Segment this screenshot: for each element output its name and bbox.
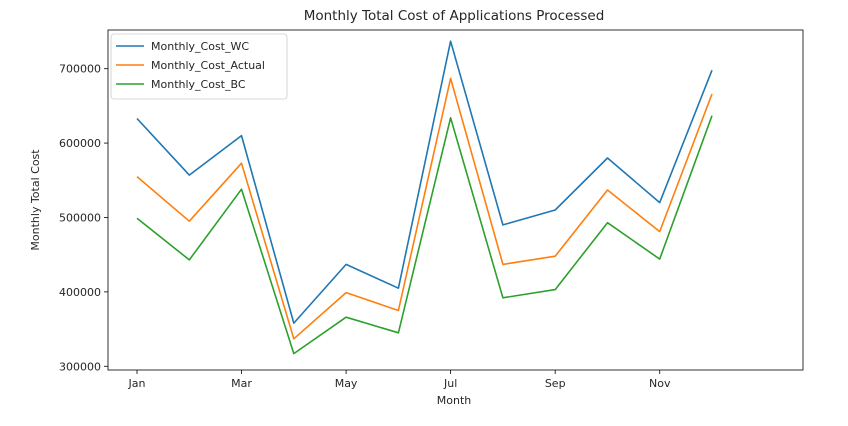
chart-title: Monthly Total Cost of Applications Proce… (304, 8, 605, 24)
series-line-1 (136, 77, 713, 340)
legend-label-1: Monthly_Cost_Actual (151, 59, 265, 72)
plot-lines (136, 40, 713, 355)
x-tick-label: Nov (649, 377, 671, 390)
y-tick-label: 700000 (59, 63, 101, 76)
y-tick-label: 600000 (59, 137, 101, 150)
x-tick-label: May (335, 377, 358, 390)
legend-box (110, 33, 288, 100)
legend-label-0: Monthly_Cost_WC (151, 40, 249, 53)
legend: Monthly_Cost_WC Monthly_Cost_Actual Monthl… (110, 33, 288, 100)
x-tick-label: Jul (443, 377, 457, 390)
y-tick-label: 400000 (59, 286, 101, 299)
series-line-0 (136, 40, 713, 324)
plot-frame (107, 29, 804, 371)
x-axis-label: Month (437, 394, 472, 407)
y-axis: 300000 400000 500000 600000 700000 (59, 63, 108, 373)
x-tick-label: Mar (231, 377, 252, 390)
legend-label-2: Monthly_Cost_BC (151, 78, 246, 91)
y-axis-label: Monthly Total Cost (29, 149, 42, 251)
x-tick-label: Jan (128, 377, 146, 390)
series-line-2 (136, 115, 713, 355)
y-tick-label: 300000 (59, 360, 101, 373)
y-tick-label: 500000 (59, 211, 101, 224)
x-tick-label: Sep (545, 377, 566, 390)
x-axis: Jan Mar May Jul Sep Nov (128, 370, 671, 390)
